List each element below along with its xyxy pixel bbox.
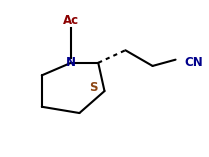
Text: S: S (89, 81, 97, 94)
Text: CN: CN (184, 56, 203, 69)
Text: Ac: Ac (63, 14, 79, 27)
Text: N: N (66, 56, 76, 69)
